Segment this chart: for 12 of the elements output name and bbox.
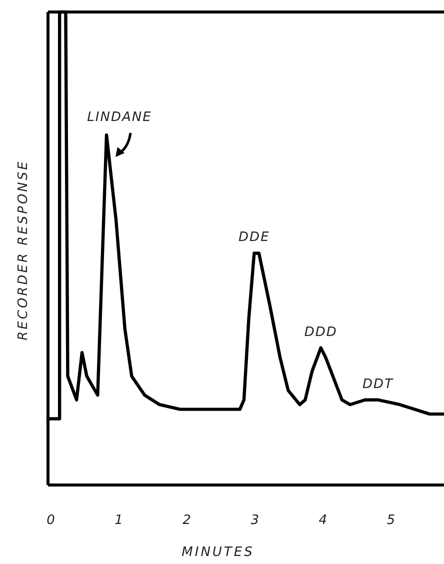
x-tick-label: 4 [318, 513, 328, 528]
x-axis-title: MINUTES [182, 545, 254, 560]
annotation: LINDANE [87, 110, 152, 125]
x-tick-label: 5 [386, 513, 396, 528]
x-tick-label: 2 [182, 513, 191, 528]
x-tick-label: 0 [46, 513, 55, 528]
annotation: DDT [362, 376, 394, 392]
x-tick-label: 3 [250, 513, 259, 528]
y-axis-title: RECORDER RESPONSE [16, 160, 31, 340]
annotation: DDE [238, 230, 270, 246]
x-tick-label: 1 [114, 513, 123, 528]
annotation: DDD [304, 324, 338, 340]
